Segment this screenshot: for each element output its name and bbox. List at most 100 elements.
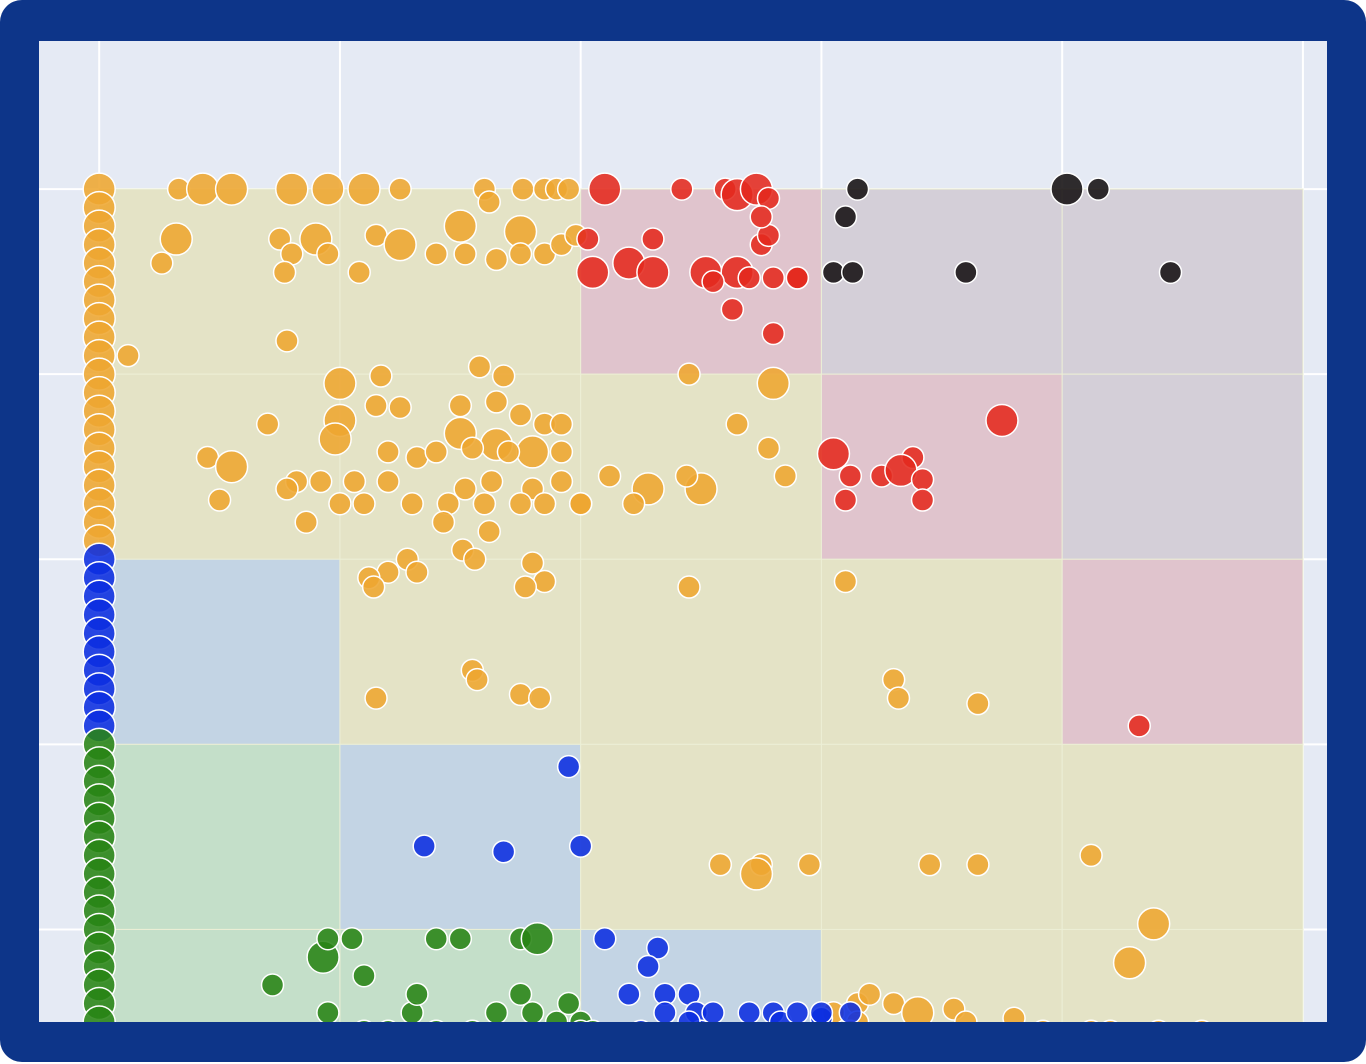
data-point[interactable] xyxy=(275,477,299,501)
data-point[interactable] xyxy=(1002,1006,1026,1022)
data-point[interactable] xyxy=(388,395,412,420)
data-point[interactable] xyxy=(361,575,386,599)
data-point[interactable] xyxy=(214,172,249,206)
data-point[interactable] xyxy=(532,569,557,594)
data-point[interactable] xyxy=(576,227,600,251)
data-point[interactable] xyxy=(353,1019,375,1022)
data-point[interactable] xyxy=(328,491,352,516)
data-point[interactable] xyxy=(773,464,798,488)
data-point[interactable] xyxy=(677,1010,701,1022)
data-point[interactable] xyxy=(630,1019,652,1022)
data-point[interactable] xyxy=(797,852,822,877)
data-point[interactable] xyxy=(756,366,791,401)
data-point[interactable] xyxy=(150,251,174,275)
data-point[interactable] xyxy=(207,488,232,512)
data-point[interactable] xyxy=(528,686,552,710)
data-point[interactable] xyxy=(645,936,670,960)
data-point[interactable] xyxy=(1050,172,1084,206)
data-point[interactable] xyxy=(761,266,786,290)
data-point[interactable] xyxy=(484,1000,509,1022)
data-point[interactable] xyxy=(568,1010,593,1022)
data-point[interactable] xyxy=(364,686,388,710)
data-point[interactable] xyxy=(364,393,388,418)
data-point[interactable] xyxy=(383,227,417,262)
data-point[interactable] xyxy=(443,209,478,243)
data-point[interactable] xyxy=(275,172,309,206)
data-point[interactable] xyxy=(985,403,1019,438)
data-point[interactable] xyxy=(323,366,357,401)
data-point[interactable] xyxy=(484,247,509,272)
data-point[interactable] xyxy=(833,569,858,594)
data-point[interactable] xyxy=(352,491,376,516)
data-point[interactable] xyxy=(597,464,622,488)
data-point[interactable] xyxy=(424,926,448,951)
data-point[interactable] xyxy=(701,269,725,294)
data-point[interactable] xyxy=(593,926,617,951)
data-point[interactable] xyxy=(508,491,533,516)
data-point[interactable] xyxy=(347,260,371,285)
data-point[interactable] xyxy=(405,560,429,584)
data-point[interactable] xyxy=(275,329,299,353)
data-point[interactable] xyxy=(568,491,593,516)
data-point[interactable] xyxy=(316,1000,340,1022)
data-point[interactable] xyxy=(785,1000,810,1022)
data-point[interactable] xyxy=(477,190,501,214)
data-point[interactable] xyxy=(838,1000,863,1022)
data-point[interactable] xyxy=(400,491,424,516)
data-point[interactable] xyxy=(316,926,340,951)
data-point[interactable] xyxy=(749,205,773,229)
data-point[interactable] xyxy=(508,403,533,427)
data-point[interactable] xyxy=(1127,714,1151,738)
data-point[interactable] xyxy=(966,852,990,877)
data-point[interactable] xyxy=(549,412,574,436)
data-point[interactable] xyxy=(641,227,665,251)
data-point[interactable] xyxy=(954,1010,978,1022)
data-point[interactable] xyxy=(857,982,882,1006)
data-point[interactable] xyxy=(1136,907,1171,941)
data-point[interactable] xyxy=(1080,1019,1102,1022)
data-point[interactable] xyxy=(816,437,851,471)
data-point[interactable] xyxy=(556,991,581,1016)
data-point[interactable] xyxy=(845,177,870,201)
data-point[interactable] xyxy=(308,469,333,494)
data-point[interactable] xyxy=(556,754,581,779)
data-point[interactable] xyxy=(570,1019,592,1022)
data-point[interactable] xyxy=(720,297,745,322)
data-point[interactable] xyxy=(405,445,429,470)
data-point[interactable] xyxy=(1158,260,1183,285)
data-point[interactable] xyxy=(677,362,701,386)
data-point[interactable] xyxy=(582,1019,604,1022)
data-point[interactable] xyxy=(549,440,574,464)
data-point[interactable] xyxy=(491,364,516,388)
data-point[interactable] xyxy=(1147,1019,1169,1022)
data-point[interactable] xyxy=(340,926,364,951)
data-point[interactable] xyxy=(520,1000,545,1022)
data-point[interactable] xyxy=(556,177,581,201)
data-point[interactable] xyxy=(453,477,477,501)
data-point[interactable] xyxy=(568,834,593,858)
data-point[interactable] xyxy=(294,510,318,534)
data-point[interactable] xyxy=(515,435,550,469)
data-point[interactable] xyxy=(376,469,400,494)
data-point[interactable] xyxy=(465,667,489,692)
data-point[interactable] xyxy=(966,691,990,716)
data-point[interactable] xyxy=(674,464,699,488)
data-point[interactable] xyxy=(316,242,340,266)
data-point[interactable] xyxy=(347,172,381,206)
data-point[interactable] xyxy=(472,491,497,516)
data-point[interactable] xyxy=(491,839,516,864)
data-point[interactable] xyxy=(1079,843,1103,868)
data-point[interactable] xyxy=(838,464,863,488)
data-point[interactable] xyxy=(708,852,733,877)
data-point[interactable] xyxy=(479,469,504,494)
data-point[interactable] xyxy=(670,177,694,201)
data-point[interactable] xyxy=(116,343,140,368)
data-point[interactable] xyxy=(701,1000,725,1022)
data-point[interactable] xyxy=(463,547,487,572)
data-point[interactable] xyxy=(910,467,935,492)
data-point[interactable] xyxy=(185,172,220,206)
data-point[interactable] xyxy=(513,575,538,599)
data-point[interactable] xyxy=(159,222,193,256)
data-point[interactable] xyxy=(840,260,865,285)
data-point[interactable] xyxy=(520,551,545,575)
